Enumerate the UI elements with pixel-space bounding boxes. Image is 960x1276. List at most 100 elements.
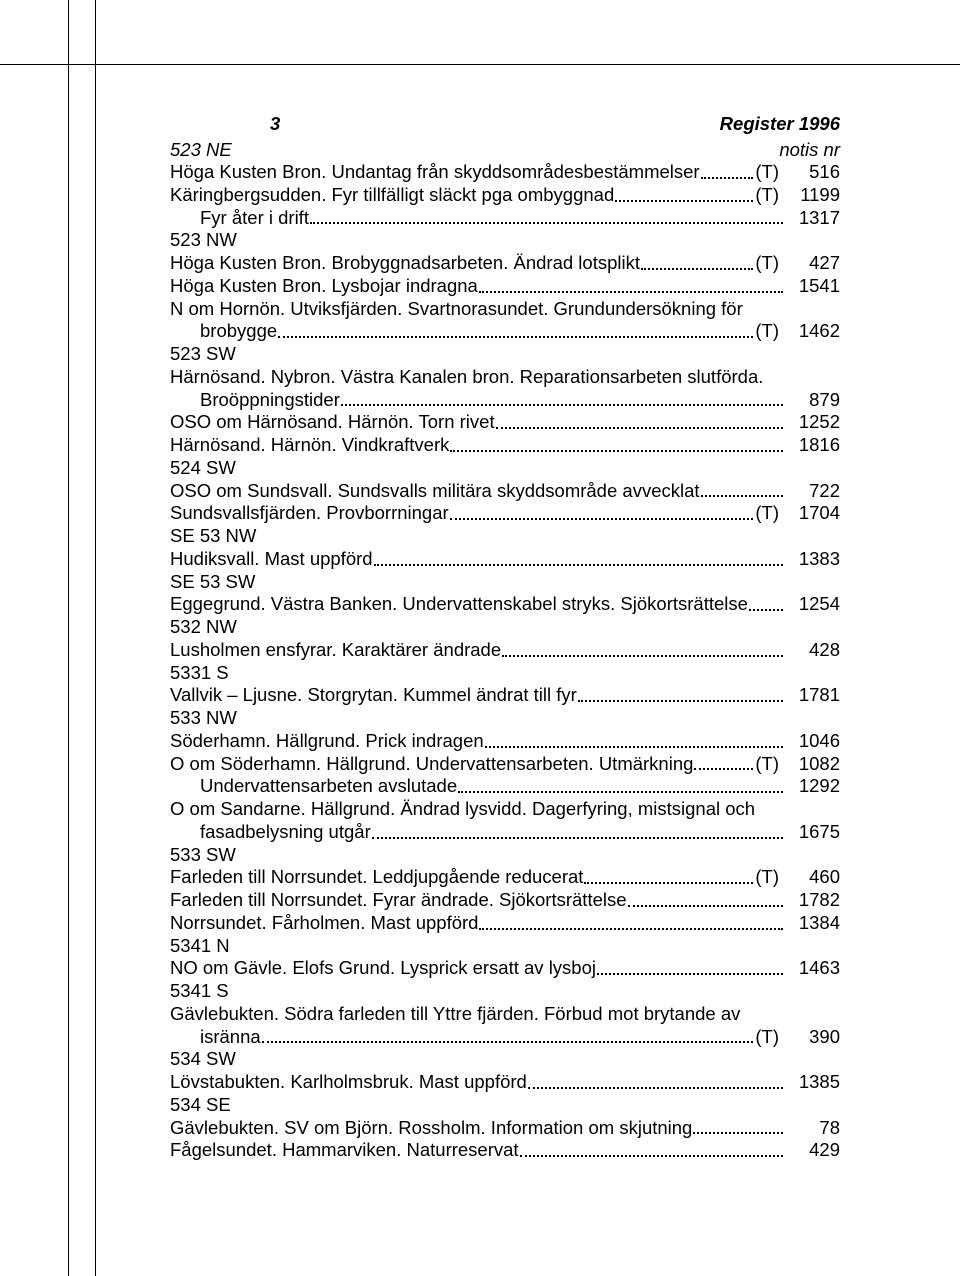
entry-continuation: Broöppningstider 879 — [170, 389, 840, 412]
page-header: 3 Register 1996 — [170, 113, 840, 135]
entry-tag: (T) — [755, 161, 785, 184]
index-entry: O om Söderhamn. Hällgrund. Undervattensa… — [170, 753, 840, 776]
entry-text: Lövstabukten. Karlholmsbruk. Mast uppför… — [170, 1071, 527, 1094]
leader-dots — [479, 928, 783, 930]
leader-dots — [701, 177, 754, 179]
entry-text: Eggegrund. Västra Banken. Undervattenska… — [170, 593, 748, 616]
entry-number: 879 — [785, 389, 840, 412]
section-heading: 5341 S — [170, 980, 840, 1003]
entry-number: 1292 — [785, 775, 840, 798]
entry-text: Farleden till Norrsundet. Leddjupgående … — [170, 866, 583, 889]
leader-dots — [479, 291, 783, 293]
entry-text: Fyr åter i drift — [170, 207, 309, 230]
entry-tag: (T) — [755, 1026, 785, 1049]
section-heading: 5341 N — [170, 935, 840, 958]
index-entry: Höga Kusten Bron. Undantag från skyddsom… — [170, 161, 840, 184]
entry-number: 390 — [785, 1026, 840, 1049]
leader-dots — [450, 450, 783, 452]
crop-mark-vertical-1 — [68, 0, 69, 1276]
entry-number: 1463 — [785, 957, 840, 980]
entry-text: Broöppningstider — [200, 389, 340, 412]
index-entry: Fågelsundet. Hammarviken. Naturreservat4… — [170, 1139, 840, 1162]
leader-dots — [641, 268, 753, 270]
entry-text: Lusholmen ensfyrar. Karaktärer ändrade — [170, 639, 501, 662]
leader-dots — [694, 768, 753, 770]
chart-region-code: 523 NE — [170, 139, 766, 161]
index-entry: Hudiksvall. Mast uppförd1383 — [170, 548, 840, 571]
leader-dots — [615, 200, 753, 202]
index-entry-multiline: Gävlebukten. Södra farleden till Yttre f… — [170, 1003, 840, 1049]
section-heading: 524 SW — [170, 457, 840, 480]
page-content: 3 Register 1996 523 NE notis nr Höga Kus… — [170, 113, 840, 1162]
entry-number: 1252 — [785, 411, 840, 434]
entry-number: 1541 — [785, 275, 840, 298]
page-number: 3 — [170, 113, 295, 135]
index-entry-multiline: O om Sandarne. Hällgrund. Ändrad lysvidd… — [170, 798, 840, 844]
index-entry: Fyr åter i drift 1317 — [170, 207, 840, 230]
section-heading: 523 SW — [170, 343, 840, 366]
entry-number: 1675 — [785, 821, 840, 844]
leader-dots — [749, 609, 783, 611]
entry-text: Fågelsundet. Hammarviken. Naturreservat — [170, 1139, 519, 1162]
entry-number: 1385 — [785, 1071, 840, 1094]
index-entry: Söderhamn. Hällgrund. Prick indragen 1046 — [170, 730, 840, 753]
index-entry: Höga Kusten Bron. Lysbojar indragna1541 — [170, 275, 840, 298]
leader-dots — [278, 336, 753, 338]
entry-text-line1: N om Hornön. Utviksfjärden. Svartnorasun… — [170, 298, 840, 321]
entry-text: O om Söderhamn. Hällgrund. Undervattensa… — [170, 753, 693, 776]
entry-number: 1046 — [785, 730, 840, 753]
entry-text-line1: Gävlebukten. Södra farleden till Yttre f… — [170, 1003, 840, 1026]
entry-text: Höga Kusten Bron. Undantag från skyddsom… — [170, 161, 700, 184]
entry-tag: (T) — [755, 866, 785, 889]
entry-text-line1: O om Sandarne. Hällgrund. Ändrad lysvidd… — [170, 798, 840, 821]
entry-continuation: fasadbelysning utgår1675 — [170, 821, 840, 844]
notis-nr-label: notis nr — [766, 139, 840, 161]
leader-dots — [450, 518, 754, 520]
entry-tag: (T) — [755, 320, 785, 343]
entry-number: 1254 — [785, 593, 840, 616]
leader-dots — [485, 746, 783, 748]
entry-tag: (T) — [755, 502, 785, 525]
index-rows: Höga Kusten Bron. Undantag från skyddsom… — [170, 161, 840, 1162]
index-entry-multiline: N om Hornön. Utviksfjärden. Svartnorasun… — [170, 298, 840, 344]
section-heading: 534 SW — [170, 1048, 840, 1071]
section-heading: 534 SE — [170, 1094, 840, 1117]
entry-continuation: brobygge (T)1462 — [170, 320, 840, 343]
index-entry: Lusholmen ensfyrar. Karaktärer ändrade 42… — [170, 639, 840, 662]
notis-header-row: 523 NE notis nr — [170, 139, 840, 161]
section-heading: 533 SW — [170, 844, 840, 867]
entry-text: Norrsundet. Fårholmen. Mast uppförd — [170, 912, 478, 935]
section-heading: 533 NW — [170, 707, 840, 730]
entry-number: 1781 — [785, 684, 840, 707]
entry-text: brobygge — [200, 320, 277, 343]
crop-mark-vertical-2 — [95, 0, 96, 1276]
entry-text: Undervattensarbeten avslutade — [170, 775, 457, 798]
entry-number: 722 — [785, 480, 840, 503]
entry-number: 1462 — [785, 320, 840, 343]
index-entry-multiline: Härnösand. Nybron. Västra Kanalen bron. … — [170, 366, 840, 412]
entry-text: Farleden till Norrsundet. Fyrar ändrade.… — [170, 889, 627, 912]
index-entry: Undervattensarbeten avslutade 1292 — [170, 775, 840, 798]
leader-dots — [496, 427, 783, 429]
entry-continuation: isränna(T)390 — [170, 1026, 840, 1049]
entry-number: 1816 — [785, 434, 840, 457]
entry-number: 1383 — [785, 548, 840, 571]
entry-number: 1317 — [785, 207, 840, 230]
section-heading: SE 53 SW — [170, 571, 840, 594]
entry-text: Söderhamn. Hällgrund. Prick indragen — [170, 730, 484, 753]
entry-number: 516 — [785, 161, 840, 184]
entry-number: 460 — [785, 866, 840, 889]
index-entry: Lövstabukten. Karlholmsbruk. Mast uppför… — [170, 1071, 840, 1094]
index-entry: OSO om Sundsvall. Sundsvalls militära sk… — [170, 480, 840, 503]
entry-number: 428 — [785, 639, 840, 662]
entry-text: Käringbergsudden. Fyr tillfälligt släckt… — [170, 184, 614, 207]
index-entry: Vallvik – Ljusne. Storgrytan. Kummel änd… — [170, 684, 840, 707]
index-entry: Käringbergsudden. Fyr tillfälligt släckt… — [170, 184, 840, 207]
entry-number: 1384 — [785, 912, 840, 935]
section-heading: 532 NW — [170, 616, 840, 639]
entry-tag: (T) — [755, 184, 785, 207]
crop-mark-horizontal — [0, 64, 960, 65]
entry-text: Härnösand. Härnön. Vindkraftverk — [170, 434, 449, 457]
index-entry: Farleden till Norrsundet. Leddjupgående … — [170, 866, 840, 889]
register-title: Register 1996 — [295, 113, 840, 135]
